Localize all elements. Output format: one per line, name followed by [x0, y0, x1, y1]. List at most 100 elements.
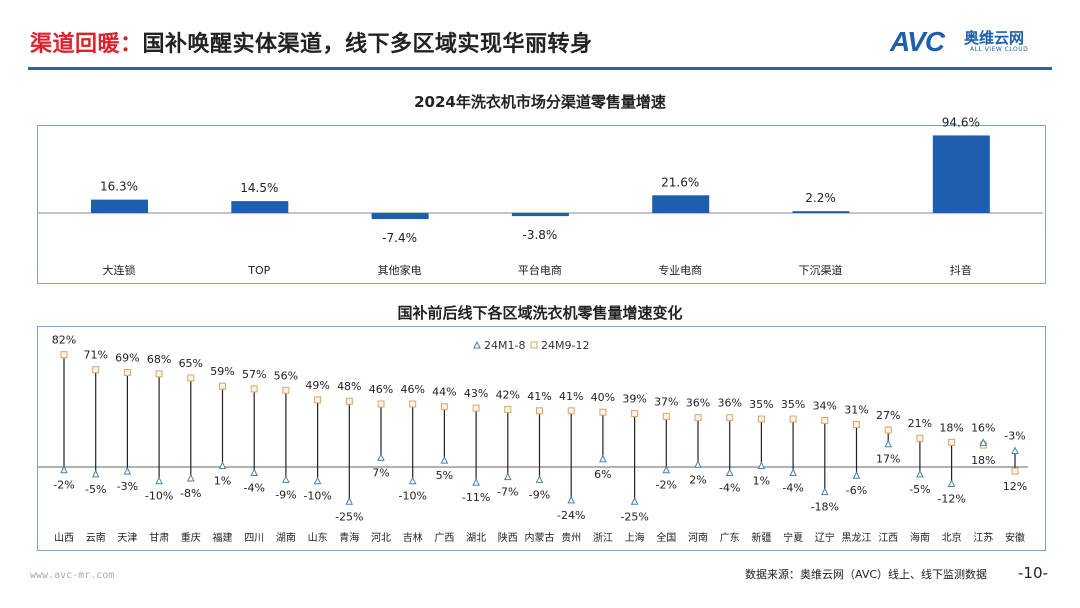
category-label: 云南 — [86, 531, 106, 544]
point-24M9-12 — [821, 416, 829, 424]
point-24M1-8 — [440, 456, 449, 464]
point-24M1-8 — [535, 475, 544, 483]
category-label: 内蒙古 — [525, 531, 555, 544]
value-label-24M1-8: -9% — [529, 488, 550, 501]
value-label-24M9-12: 43% — [464, 387, 488, 400]
point-24M1-8 — [947, 479, 956, 487]
point-24M9-12 — [631, 410, 639, 418]
point-24M1-8 — [282, 475, 290, 483]
footer-url: www.avc-mr.com — [30, 570, 115, 581]
point-24M9-12 — [567, 407, 575, 415]
point-24M9-12 — [694, 414, 702, 422]
value-label-24M9-12: 65% — [179, 357, 203, 370]
category-label: 海南 — [910, 531, 930, 544]
value-label-24M1-8: -8% — [180, 487, 201, 500]
category-label: 安徽 — [1005, 531, 1025, 544]
point-24M9-12 — [726, 414, 734, 422]
value-label-24M9-12: 42% — [496, 388, 520, 401]
point-24M9-12 — [757, 415, 765, 423]
point-24M1-8 — [916, 469, 924, 478]
point-24M9-12 — [345, 397, 353, 405]
point-24M1-8 — [313, 476, 322, 485]
point-24M1-8 — [852, 471, 861, 479]
point-24M1-8 — [60, 465, 68, 474]
value-label-24M9-12: 46% — [369, 383, 393, 396]
value-label-24M9-12: 57% — [242, 368, 266, 381]
header-divider — [28, 67, 1052, 70]
point-24M1-8 — [884, 439, 893, 448]
value-label-24M1-8: 1% — [753, 475, 770, 488]
point-24M9-12 — [219, 382, 226, 390]
value-label-24M9-12: 71% — [83, 349, 107, 362]
point-24M1-8 — [186, 473, 195, 482]
legend-triangle-icon — [473, 340, 481, 349]
category-label: 青海 — [339, 531, 359, 544]
value-label-24M1-8: -10% — [398, 490, 426, 503]
value-label-24M9-12: 68% — [147, 353, 171, 366]
category-label: 山东 — [308, 531, 328, 544]
legend-square-icon — [530, 341, 538, 349]
point-24M9-12 — [409, 400, 417, 408]
category-label: 全国 — [656, 531, 676, 544]
bar-value-label: 94.6% — [942, 115, 980, 129]
point-24M1-8 — [1011, 446, 1019, 455]
value-label-24M9-12: 49% — [305, 379, 329, 392]
page-title: 渠道回暖：国补唤醒实体渠道，线下多区域实现华丽转身 — [30, 26, 593, 58]
point-24M9-12 — [92, 366, 100, 374]
category-label: 广西 — [434, 532, 454, 544]
value-label-24M1-8: -18% — [811, 501, 839, 514]
value-label-24M9-12: 40% — [591, 391, 615, 404]
value-label-24M9-12: 46% — [400, 383, 424, 396]
value-label-24M1-8: -12% — [937, 492, 965, 505]
category-label: 北京 — [942, 531, 962, 544]
chart2-title: 国补前后线下各区域洗衣机零售量增速变化 — [397, 304, 683, 322]
value-label-24M1-8: -11% — [462, 491, 490, 504]
bar-其他家电 — [371, 213, 429, 220]
point-24M1-8 — [979, 438, 988, 446]
point-24M9-12 — [440, 403, 448, 411]
category-label: 河北 — [371, 532, 391, 544]
category-label: 宁夏 — [783, 531, 803, 544]
category-label: 湖北 — [466, 532, 486, 544]
bar-下沉渠道 — [792, 211, 850, 213]
category-label: 黑龙江 — [842, 531, 872, 544]
value-label-24M9-12: 39% — [622, 393, 646, 406]
bar-抖音 — [932, 135, 990, 213]
point-24M1-8 — [820, 487, 829, 496]
logo-en: ALL VIEW CLOUD — [970, 46, 1029, 53]
category-label: 浙江 — [593, 532, 613, 544]
title-text: 国补唤醒实体渠道，线下多区域实现华丽转身 — [142, 32, 593, 57]
point-24M1-8 — [218, 461, 227, 470]
category-label: 天津 — [117, 532, 137, 544]
bar-value-label: 21.6% — [661, 175, 699, 189]
value-label-24M1-8: 5% — [436, 469, 453, 482]
value-label-24M1-8: 1% — [214, 475, 231, 488]
bar-value-label: 14.5% — [240, 181, 278, 195]
value-label-24M1-8: -10% — [303, 490, 331, 503]
bar-value-label: 16.3% — [100, 180, 138, 194]
page-number: -10- — [1018, 564, 1048, 582]
point-24M9-12 — [123, 368, 131, 376]
point-24M1-8 — [725, 468, 734, 476]
bar-category-label: TOP — [247, 264, 270, 277]
value-label-24M9-12: 16% — [971, 421, 995, 434]
category-label: 陕西 — [498, 531, 518, 544]
value-label-24M9-12: 41% — [527, 390, 551, 403]
category-label: 重庆 — [181, 531, 201, 544]
value-label-24M9-12: 69% — [115, 351, 139, 364]
value-label-24M9-12: 31% — [844, 404, 868, 417]
point-24M9-12 — [662, 412, 670, 420]
value-label-24M9-12: 35% — [781, 398, 805, 411]
bar-category-label: 专业电商 — [658, 263, 702, 277]
value-label-24M1-8: -7% — [497, 486, 518, 499]
bar-value-label: 2.2% — [805, 191, 836, 205]
bar-大连锁 — [91, 199, 148, 213]
value-label-24M1-8: -3% — [117, 480, 138, 493]
value-label-24M1-8: 7% — [372, 466, 389, 479]
title-highlight: 渠道回暖： — [30, 32, 143, 57]
point-24M9-12 — [282, 386, 290, 394]
point-24M1-8 — [662, 465, 671, 474]
bar-category-label: 下沉渠道 — [799, 263, 843, 277]
point-24M9-12 — [60, 351, 68, 359]
